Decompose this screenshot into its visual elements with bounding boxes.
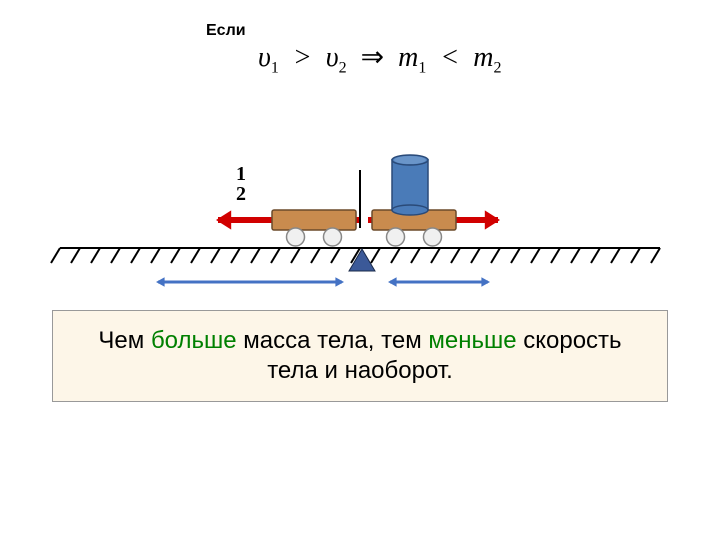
gt: > — [293, 42, 312, 73]
v2-sub: 2 — [339, 60, 347, 77]
physics-diagram — [0, 130, 720, 310]
m1: m — [398, 42, 418, 73]
label-1: 1 — [236, 164, 246, 184]
c-green1: больше — [151, 327, 237, 354]
v2: υ — [326, 42, 339, 73]
diagram-area — [0, 130, 720, 310]
v1: υ — [258, 42, 271, 73]
lt: < — [440, 42, 459, 73]
cart-labels: 1 2 — [236, 164, 246, 204]
implies: ⇒ — [361, 42, 384, 73]
m2: m — [473, 42, 493, 73]
conclusion-text: Чем больше масса тела, тем меньше скорос… — [73, 326, 647, 386]
v1-sub: 1 — [271, 60, 279, 77]
conclusion-box: Чем больше масса тела, тем меньше скорос… — [52, 310, 668, 402]
c-part2: масса тела, тем — [237, 327, 429, 354]
m1-sub: 1 — [418, 60, 426, 77]
formula: υ1 > υ2 ⇒ m1 < m2 — [258, 40, 501, 78]
c-green2: меньше — [428, 327, 516, 354]
c-part1: Чем — [98, 327, 151, 354]
condition-label: Если — [206, 22, 246, 40]
label-2: 2 — [236, 184, 246, 204]
m2-sub: 2 — [493, 60, 501, 77]
